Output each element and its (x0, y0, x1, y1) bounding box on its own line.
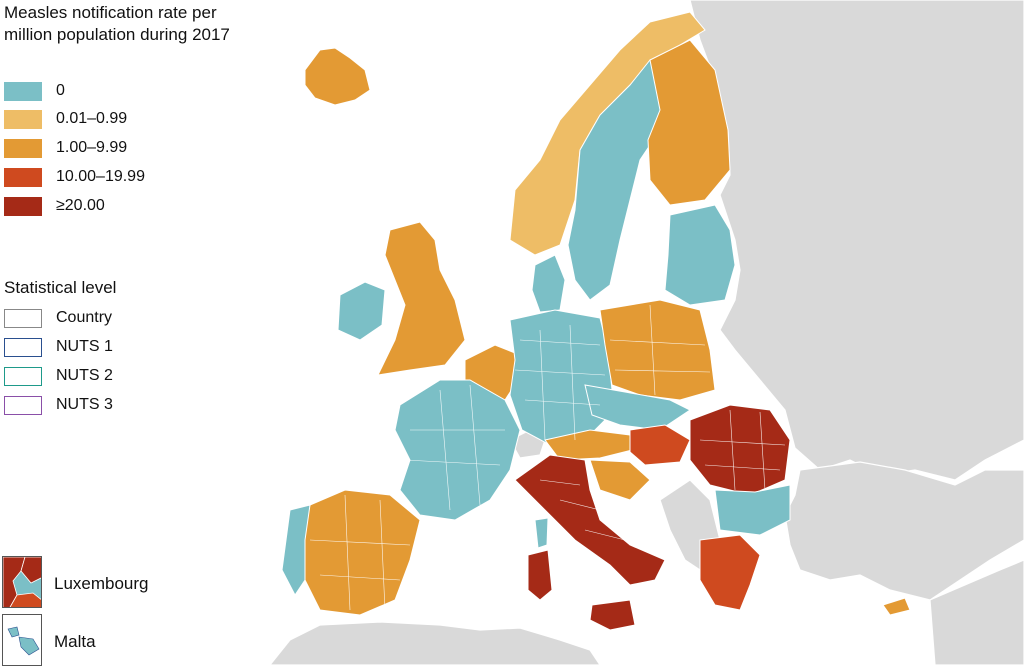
legend-swatch (4, 167, 42, 187)
greece (699, 534, 761, 611)
level-label: NUTS 3 (56, 396, 113, 413)
level-item-3: NUTS 3 (4, 394, 113, 416)
italy (514, 454, 666, 586)
legend-label: 10.00–19.99 (56, 168, 145, 185)
germany (509, 309, 613, 446)
level-item-1: NUTS 1 (4, 336, 113, 358)
hungary (629, 424, 691, 466)
legend-item-3: 10.00–19.99 (4, 166, 145, 188)
uk (377, 221, 466, 376)
cyprus (882, 597, 911, 616)
level-swatch (4, 308, 42, 328)
sweden (567, 59, 666, 301)
luxembourg-map (3, 557, 41, 607)
luxembourg-inset (2, 556, 42, 608)
level-swatch (4, 395, 42, 415)
spain (299, 489, 421, 616)
malta-inset (2, 614, 42, 666)
level-item-0: Country (4, 307, 112, 329)
level-label: NUTS 1 (56, 338, 113, 355)
legend-label: 1.00–9.99 (56, 139, 128, 156)
croatia-slovenia (589, 459, 651, 501)
bulgaria (714, 484, 791, 536)
iceland (304, 47, 371, 106)
czech-slovakia (584, 384, 691, 431)
level-swatch (4, 337, 42, 357)
legend-label: 0.01–0.99 (56, 110, 128, 127)
legend-swatch (4, 196, 42, 216)
legend-swatch (4, 81, 42, 101)
denmark (531, 254, 566, 313)
portugal (281, 504, 311, 596)
nuts-borders (309, 304, 786, 611)
legend-item-0: 0 (4, 80, 65, 102)
france (394, 379, 521, 521)
baltics (664, 204, 736, 306)
legend-swatch (4, 138, 42, 158)
legend-item-4: ≥20.00 (4, 195, 105, 217)
ireland (337, 281, 386, 341)
legend-item-2: 1.00–9.99 (4, 137, 127, 159)
level-label: NUTS 2 (56, 367, 113, 384)
level-label: Country (56, 309, 113, 326)
level-swatch (4, 366, 42, 386)
legend-swatch (4, 109, 42, 129)
legend-title: Measles notification rate per million po… (4, 3, 230, 44)
eu-regions (281, 11, 911, 631)
malta-map (3, 615, 41, 665)
poland (599, 299, 716, 401)
sicily (589, 599, 636, 631)
finland (647, 39, 731, 206)
norway (509, 11, 706, 256)
statistical-level-title: Statistical level (4, 278, 117, 297)
romania (689, 404, 791, 496)
corsica (534, 517, 549, 549)
level-item-2: NUTS 2 (4, 365, 113, 387)
sardinia (527, 549, 553, 601)
legend-label: 0 (56, 82, 65, 99)
luxembourg-label: Luxembourg (54, 574, 149, 593)
legend-item-1: 0.01–0.99 (4, 108, 127, 130)
malta-label: Malta (54, 632, 96, 651)
legend-label: ≥20.00 (56, 197, 105, 214)
